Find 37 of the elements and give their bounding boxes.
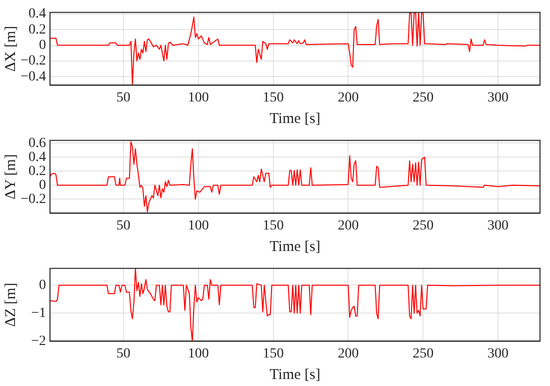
y-axis-title: ΔZ [m] xyxy=(2,282,19,327)
x-tick-label: 250 xyxy=(412,90,434,106)
x-axis-title: Time [s] xyxy=(270,110,320,127)
y-axis-title: ΔX [m] xyxy=(2,26,19,72)
y-tick-label: −0.4 xyxy=(20,69,46,84)
y-tick-label: 0.2 xyxy=(28,164,46,179)
y-tick-label: 0 xyxy=(39,278,46,293)
x-tick-label: 100 xyxy=(188,218,209,234)
x-tick-label: 300 xyxy=(488,218,509,234)
x-tick-label: 250 xyxy=(412,218,434,234)
x-tick-label: 250 xyxy=(412,346,434,362)
x-axis-title: Time [s] xyxy=(270,238,320,255)
y-tick-label: 0.4 xyxy=(28,150,46,165)
x-tick-label: 300 xyxy=(488,346,509,362)
y-tick-label: −0.2 xyxy=(20,54,46,69)
x-tick-label: 50 xyxy=(116,218,130,234)
x-tick-label: 200 xyxy=(338,346,359,362)
y-tick-label: −1 xyxy=(31,306,46,321)
x-tick-label: 50 xyxy=(116,90,130,106)
y-axis-title: ΔY [m] xyxy=(2,154,19,200)
x-tick-label: 50 xyxy=(116,346,130,362)
x-tick-label: 150 xyxy=(262,90,284,106)
y-tick-label: 0 xyxy=(39,178,46,193)
x-tick-label: 150 xyxy=(262,218,284,234)
y-tick-label: −0.2 xyxy=(20,192,46,207)
x-tick-label: 150 xyxy=(262,346,284,362)
y-tick-label: 0.4 xyxy=(28,6,46,22)
x-tick-label: 300 xyxy=(488,90,509,106)
y-tick-label: 0 xyxy=(39,38,46,53)
y-tick-label: −2 xyxy=(31,334,46,349)
x-axis-title: Time [s] xyxy=(270,366,320,383)
y-tick-label: 0.2 xyxy=(28,22,46,38)
y-tick-label: 0.6 xyxy=(28,136,46,151)
x-tick-label: 100 xyxy=(188,90,209,106)
x-tick-label: 100 xyxy=(188,346,209,362)
x-tick-label: 200 xyxy=(338,218,359,234)
x-tick-label: 200 xyxy=(338,90,359,106)
